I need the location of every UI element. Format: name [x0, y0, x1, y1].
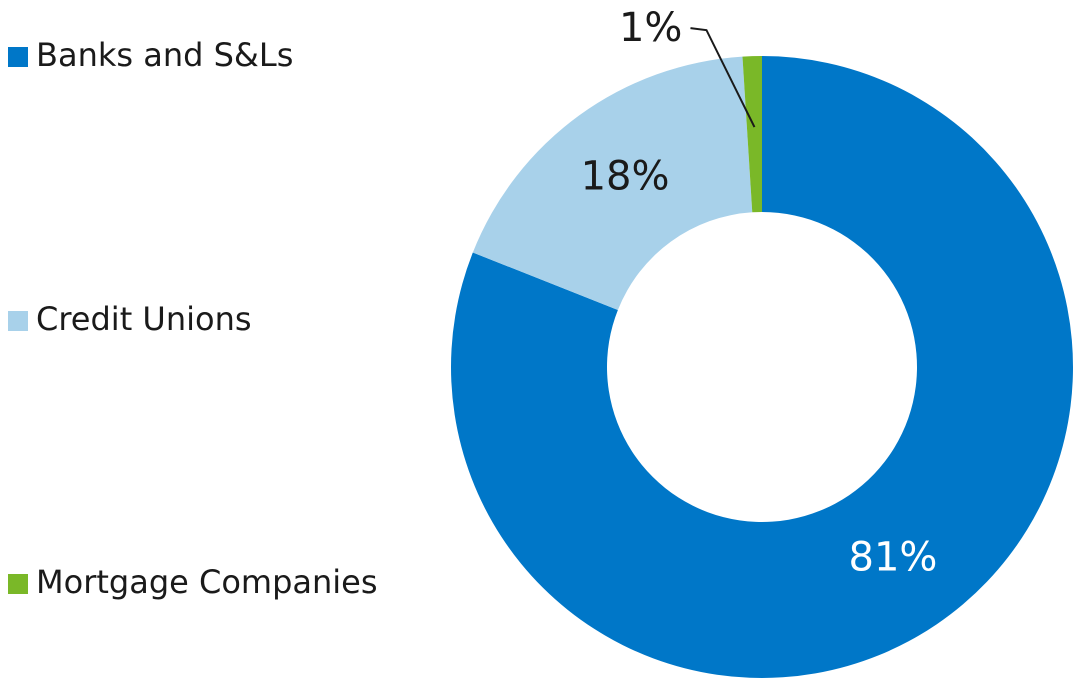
legend-swatch [8, 311, 28, 331]
donut-segment [472, 56, 753, 310]
leader-line [690, 27, 756, 128]
donut-segment [742, 56, 762, 213]
value-label: 18% [581, 153, 670, 199]
legend-label: Credit Unions [36, 300, 252, 338]
legend-swatch [8, 574, 28, 594]
legend-swatch [8, 47, 28, 67]
legend-label: Mortgage Companies [36, 563, 378, 601]
value-label: 1% [619, 5, 682, 51]
donut-segment [450, 56, 1073, 678]
value-label: 81% [849, 535, 938, 581]
legend-label: Banks and S&Ls [36, 36, 293, 74]
